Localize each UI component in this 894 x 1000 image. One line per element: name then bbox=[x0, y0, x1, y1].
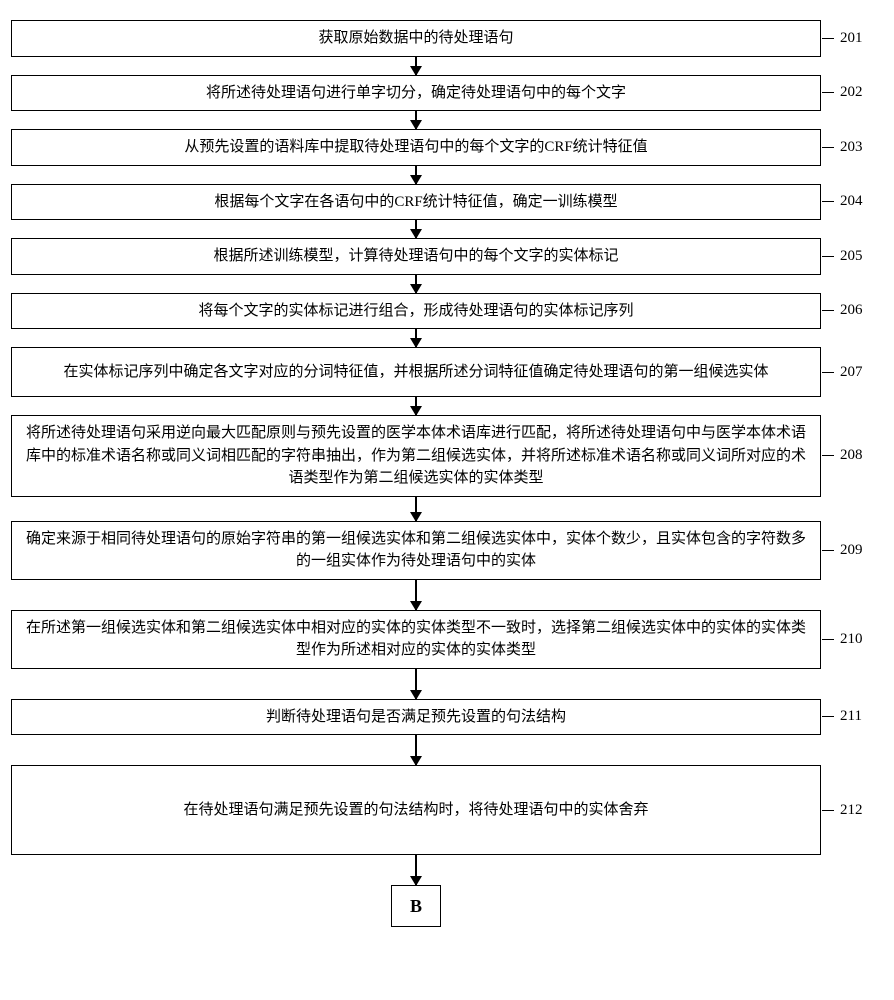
arrow-row bbox=[10, 329, 884, 347]
box-column: 在所述第一组候选实体和第二组候选实体中相对应的实体的实体类型不一致时，选择第二组… bbox=[10, 610, 822, 669]
step-box-206: 将每个文字的实体标记进行组合，形成待处理语句的实体标记序列 bbox=[11, 293, 821, 330]
box-column: 获取原始数据中的待处理语句 bbox=[10, 20, 822, 57]
step-box-202: 将所述待处理语句进行单字切分，确定待处理语句中的每个文字 bbox=[11, 75, 821, 112]
arrow-down-icon bbox=[415, 580, 417, 610]
terminal-b: B bbox=[391, 885, 441, 927]
step-label-212: 212 bbox=[834, 802, 884, 819]
arrow-down-icon bbox=[415, 57, 417, 75]
lead-line bbox=[822, 810, 834, 811]
arrow-down-icon bbox=[415, 111, 417, 129]
box-column: 确定来源于相同待处理语句的原始字符串的第一组候选实体和第二组候选实体中，实体个数… bbox=[10, 521, 822, 580]
lead-line bbox=[822, 550, 834, 551]
arrow-down-icon bbox=[415, 397, 417, 415]
step-box-212: 在待处理语句满足预先设置的句法结构时，将待处理语句中的实体舍弃 bbox=[11, 765, 821, 855]
step-label-211: 211 bbox=[834, 708, 884, 725]
step-label-205: 205 bbox=[834, 248, 884, 265]
flowchart-container: 获取原始数据中的待处理语句 201 将所述待处理语句进行单字切分，确定待处理语句中的… bbox=[10, 20, 884, 927]
arrow-row bbox=[10, 111, 884, 129]
lead-line bbox=[822, 201, 834, 202]
lead-line bbox=[822, 147, 834, 148]
step-row-207: 在实体标记序列中确定各文字对应的分词特征值，并根据所述分词特征值确定待处理语句的… bbox=[10, 347, 884, 397]
step-label-202: 202 bbox=[834, 84, 884, 101]
step-label-209: 209 bbox=[834, 542, 884, 559]
step-row-211: 判断待处理语句是否满足预先设置的句法结构 211 bbox=[10, 699, 884, 736]
step-label-207: 207 bbox=[834, 364, 884, 381]
lead-line bbox=[822, 256, 834, 257]
box-column: 根据所述训练模型，计算待处理语句中的每个文字的实体标记 bbox=[10, 238, 822, 275]
box-column: 根据每个文字在各语句中的CRF统计特征值，确定一训练模型 bbox=[10, 184, 822, 221]
terminal-row: B bbox=[10, 885, 884, 927]
arrow-down-icon bbox=[415, 166, 417, 184]
lead-line bbox=[822, 716, 834, 717]
lead-line bbox=[822, 639, 834, 640]
step-label-204: 204 bbox=[834, 193, 884, 210]
step-box-207: 在实体标记序列中确定各文字对应的分词特征值，并根据所述分词特征值确定待处理语句的… bbox=[11, 347, 821, 397]
box-column: 将所述待处理语句采用逆向最大匹配原则与预先设置的医学本体术语库进行匹配，将所述待… bbox=[10, 415, 822, 497]
arrow-down-icon bbox=[415, 329, 417, 347]
arrow-down-icon bbox=[415, 855, 417, 885]
step-box-209: 确定来源于相同待处理语句的原始字符串的第一组候选实体和第二组候选实体中，实体个数… bbox=[11, 521, 821, 580]
arrow-row bbox=[10, 57, 884, 75]
lead-line bbox=[822, 38, 834, 39]
lead-line bbox=[822, 310, 834, 311]
step-box-205: 根据所述训练模型，计算待处理语句中的每个文字的实体标记 bbox=[11, 238, 821, 275]
step-row-204: 根据每个文字在各语句中的CRF统计特征值，确定一训练模型 204 bbox=[10, 184, 884, 221]
step-label-206: 206 bbox=[834, 302, 884, 319]
arrow-down-icon bbox=[415, 669, 417, 699]
box-column: 在待处理语句满足预先设置的句法结构时，将待处理语句中的实体舍弃 bbox=[10, 765, 822, 855]
step-box-208: 将所述待处理语句采用逆向最大匹配原则与预先设置的医学本体术语库进行匹配，将所述待… bbox=[11, 415, 821, 497]
arrow-row bbox=[10, 735, 884, 765]
arrow-row bbox=[10, 580, 884, 610]
step-row-203: 从预先设置的语料库中提取待处理语句中的每个文字的CRF统计特征值 203 bbox=[10, 129, 884, 166]
arrow-down-icon bbox=[415, 735, 417, 765]
step-label-203: 203 bbox=[834, 139, 884, 156]
arrow-row bbox=[10, 497, 884, 521]
step-box-210: 在所述第一组候选实体和第二组候选实体中相对应的实体的实体类型不一致时，选择第二组… bbox=[11, 610, 821, 669]
arrow-row bbox=[10, 855, 884, 885]
arrow-down-icon bbox=[415, 220, 417, 238]
step-row-209: 确定来源于相同待处理语句的原始字符串的第一组候选实体和第二组候选实体中，实体个数… bbox=[10, 521, 884, 580]
step-row-206: 将每个文字的实体标记进行组合，形成待处理语句的实体标记序列 206 bbox=[10, 293, 884, 330]
step-label-208: 208 bbox=[834, 447, 884, 464]
step-box-203: 从预先设置的语料库中提取待处理语句中的每个文字的CRF统计特征值 bbox=[11, 129, 821, 166]
box-column: 从预先设置的语料库中提取待处理语句中的每个文字的CRF统计特征值 bbox=[10, 129, 822, 166]
step-row-201: 获取原始数据中的待处理语句 201 bbox=[10, 20, 884, 57]
lead-line bbox=[822, 372, 834, 373]
step-row-212: 在待处理语句满足预先设置的句法结构时，将待处理语句中的实体舍弃 212 bbox=[10, 765, 884, 855]
arrow-down-icon bbox=[415, 275, 417, 293]
lead-line bbox=[822, 92, 834, 93]
step-row-210: 在所述第一组候选实体和第二组候选实体中相对应的实体的实体类型不一致时，选择第二组… bbox=[10, 610, 884, 669]
box-column: 在实体标记序列中确定各文字对应的分词特征值，并根据所述分词特征值确定待处理语句的… bbox=[10, 347, 822, 397]
step-box-201: 获取原始数据中的待处理语句 bbox=[11, 20, 821, 57]
step-label-201: 201 bbox=[834, 30, 884, 47]
arrow-row bbox=[10, 166, 884, 184]
lead-line bbox=[822, 455, 834, 456]
step-row-202: 将所述待处理语句进行单字切分，确定待处理语句中的每个文字 202 bbox=[10, 75, 884, 112]
arrow-row bbox=[10, 669, 884, 699]
arrow-down-icon bbox=[415, 497, 417, 521]
arrow-row bbox=[10, 275, 884, 293]
box-column: 将所述待处理语句进行单字切分，确定待处理语句中的每个文字 bbox=[10, 75, 822, 112]
arrow-row bbox=[10, 397, 884, 415]
step-row-205: 根据所述训练模型，计算待处理语句中的每个文字的实体标记 205 bbox=[10, 238, 884, 275]
step-label-210: 210 bbox=[834, 631, 884, 648]
box-column: 判断待处理语句是否满足预先设置的句法结构 bbox=[10, 699, 822, 736]
step-box-204: 根据每个文字在各语句中的CRF统计特征值，确定一训练模型 bbox=[11, 184, 821, 221]
arrow-row bbox=[10, 220, 884, 238]
box-column: 将每个文字的实体标记进行组合，形成待处理语句的实体标记序列 bbox=[10, 293, 822, 330]
step-row-208: 将所述待处理语句采用逆向最大匹配原则与预先设置的医学本体术语库进行匹配，将所述待… bbox=[10, 415, 884, 497]
step-box-211: 判断待处理语句是否满足预先设置的句法结构 bbox=[11, 699, 821, 736]
